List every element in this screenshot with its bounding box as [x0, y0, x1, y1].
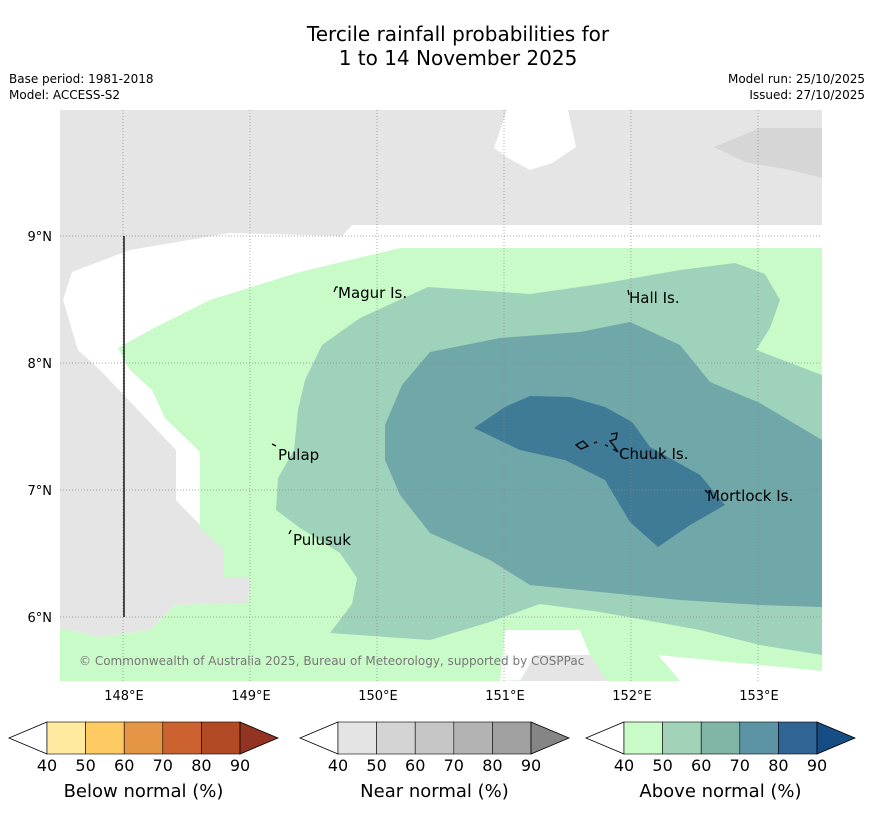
- lat-label-6n: 6°N: [28, 611, 53, 626]
- above-normal-swatch: [739, 721, 779, 755]
- above-normal-swatch: [700, 721, 741, 755]
- base-period: Base period: 1981-2018: [9, 72, 154, 86]
- place-label-chuuk: Chuuk Is.: [619, 445, 688, 463]
- island-hall: [627, 289, 630, 296]
- below-normal-tick-label: 80: [191, 756, 211, 775]
- place-label-hall: Hall Is.: [629, 289, 680, 307]
- near-normal-tick-label: 90: [521, 756, 541, 775]
- island-mortlock: [704, 489, 709, 494]
- above-normal-tick-label: 90: [807, 756, 827, 775]
- title-line-2: 1 to 14 November 2025: [338, 46, 578, 70]
- lon-label-148e: 148°E: [104, 689, 144, 704]
- place-label-mortlock: Mortlock Is.: [707, 487, 793, 505]
- near-normal-swatch: [414, 721, 455, 755]
- above-normal-max-triangle: [816, 721, 857, 755]
- above-normal-title: Above normal (%): [639, 781, 801, 802]
- model-name: Model: ACCESS-S2: [9, 88, 121, 102]
- below-normal-max-triangle: [239, 721, 280, 755]
- below-normal-swatch: [201, 721, 241, 755]
- near-normal-lobe: [60, 390, 226, 605]
- model-run: Model run: 25/10/2025: [727, 72, 865, 86]
- longitude-labels: 148°E 149°E 150°E 151°E 152°E 153°E: [104, 689, 779, 704]
- near-normal-min-triangle: [298, 721, 339, 755]
- below-normal-tick-label: 50: [75, 756, 95, 775]
- above-normal-70: [474, 396, 725, 547]
- below-normal-min-triangle: [7, 721, 48, 755]
- place-label-magur: Magur Is.: [338, 284, 407, 302]
- colorbar-near-normal: 40 50 60 70 80 90 Near normal (%): [298, 721, 571, 802]
- latitude-labels: 9°N 8°N 7°N 6°N: [28, 230, 53, 626]
- above-normal-tick-label: 80: [768, 756, 788, 775]
- white-area-top: [494, 110, 576, 170]
- island-chuuk: [574, 432, 619, 453]
- near-normal-tick-label: 50: [366, 756, 386, 775]
- below-normal-tick-label: 90: [230, 756, 250, 775]
- meta-right: Model run: 25/10/2025 Issued: 27/10/2025: [728, 71, 865, 103]
- graticule: [60, 110, 822, 681]
- near-normal-swatch: [453, 721, 493, 755]
- near-normal-swatch: [492, 721, 532, 755]
- islands: [271, 286, 709, 535]
- near-normal-tick-label: 60: [405, 756, 425, 775]
- island-pulusuk: [288, 529, 292, 535]
- near-normal-title: Near normal (%): [360, 781, 509, 802]
- lat-label-9n: 9°N: [28, 230, 53, 245]
- near-normal-patch: [714, 128, 822, 178]
- white-area-bottom: [500, 630, 590, 681]
- above-normal-tick-label: 40: [614, 756, 634, 775]
- above-normal-tick-label: 50: [652, 756, 672, 775]
- island-magur: [333, 286, 338, 293]
- lon-label-150e: 150°E: [358, 689, 398, 704]
- below-normal-swatch: [162, 721, 202, 755]
- place-label-pulap: Pulap: [278, 446, 319, 464]
- below-normal-swatch: [123, 721, 164, 755]
- near-normal-tick-label: 70: [444, 756, 464, 775]
- near-normal-max-triangle: [530, 721, 571, 755]
- lon-label-151e: 151°E: [485, 689, 525, 704]
- white-area-bottom-right: [658, 655, 822, 681]
- below-normal-tick-label: 70: [153, 756, 173, 775]
- place-label-pulusuk: Pulusuk: [293, 531, 351, 549]
- near-normal-swatch: [337, 721, 377, 755]
- near-normal-tick-label: 40: [328, 756, 348, 775]
- lon-label-153e: 153°E: [739, 689, 779, 704]
- below-normal-tick-label: 40: [37, 756, 57, 775]
- below-normal-tick-label: 60: [114, 756, 134, 775]
- above-normal-swatch: [778, 721, 818, 755]
- copyright-notice: © Commonwealth of Australia 2025, Bureau…: [79, 654, 584, 668]
- near-normal-tick-label: 80: [482, 756, 502, 775]
- colorbar-below-normal: 40 50 60 70 80 90 Below normal (%): [7, 721, 280, 802]
- below-normal-swatch: [46, 721, 86, 755]
- lon-label-149e: 149°E: [231, 689, 271, 704]
- colorbar-above-normal: 40 50 60 70 80 90 Above normal (%): [584, 721, 857, 802]
- below-normal-swatch: [85, 721, 125, 755]
- meta-left: Base period: 1981-2018 Model: ACCESS-S2: [9, 71, 154, 103]
- issued-date: Issued: 27/10/2025: [749, 88, 865, 102]
- map-area: Magur Is. Hall Is. Pulap Chuuk Is. Mortl…: [60, 110, 822, 681]
- chart-title: Tercile rainfall probabilities for 1 to …: [0, 22, 873, 70]
- below-normal-title: Below normal (%): [64, 781, 224, 802]
- above-normal-min-triangle: [584, 721, 625, 755]
- above-normal-swatch: [623, 721, 663, 755]
- lon-label-152e: 152°E: [612, 689, 652, 704]
- title-line-1: Tercile rainfall probabilities for: [306, 22, 610, 46]
- above-normal-tick-label: 60: [691, 756, 711, 775]
- near-normal-swatch: [376, 721, 416, 755]
- island-pulap: [271, 443, 277, 447]
- lat-label-8n: 8°N: [28, 357, 53, 372]
- above-normal-swatch: [662, 721, 702, 755]
- near-normal-bottom: [520, 655, 607, 681]
- lat-label-7n: 7°N: [28, 484, 53, 499]
- above-normal-tick-label: 70: [730, 756, 750, 775]
